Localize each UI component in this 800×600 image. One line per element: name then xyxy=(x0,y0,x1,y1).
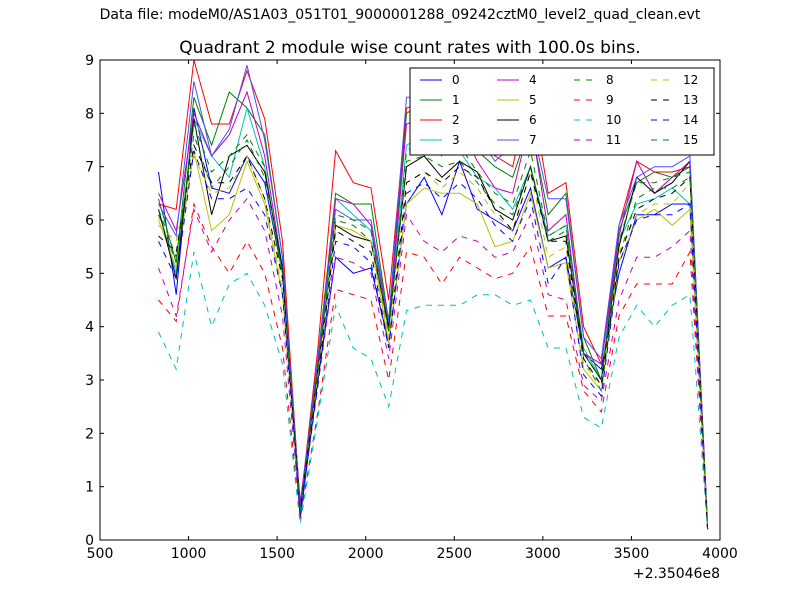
legend-label-10: 10 xyxy=(606,113,621,127)
x-tick-label: 3000 xyxy=(525,546,561,562)
series-line-12 xyxy=(158,154,709,530)
y-tick-label: 4 xyxy=(85,320,94,336)
series-line-14 xyxy=(158,150,709,530)
y-tick-label: 1 xyxy=(85,480,94,496)
axes-frame xyxy=(99,59,721,541)
series-line-3 xyxy=(158,106,709,530)
legend-label-8: 8 xyxy=(606,73,614,87)
series-line-11 xyxy=(158,197,709,530)
series-line-10 xyxy=(158,251,709,530)
legend-label-15: 15 xyxy=(683,133,698,147)
legend-label-1: 1 xyxy=(452,93,460,107)
x-tick-label: 2500 xyxy=(436,546,472,562)
legend-label-5: 5 xyxy=(529,93,537,107)
legend-label-4: 4 xyxy=(529,73,537,87)
legend-label-6: 6 xyxy=(529,113,537,127)
legend-label-7: 7 xyxy=(529,133,537,147)
x-axis-offset-label: +2.35046e8 xyxy=(633,566,720,582)
legend-label-13: 13 xyxy=(683,93,698,107)
series-line-9 xyxy=(158,202,709,530)
series-line-5 xyxy=(158,150,709,530)
y-tick-label: 5 xyxy=(85,266,94,282)
y-tick-label: 7 xyxy=(85,160,94,176)
series-line-13 xyxy=(158,143,709,530)
legend-label-2: 2 xyxy=(452,113,460,127)
series-line-6 xyxy=(158,118,709,530)
legend-label-11: 11 xyxy=(606,133,621,147)
x-tick-label: 2000 xyxy=(348,546,384,562)
series-line-0 xyxy=(158,107,709,530)
y-tick-label: 8 xyxy=(85,106,94,122)
figure-suptitle: Data file: modeM0/AS1A03_051T01_90000012… xyxy=(99,7,701,23)
series-line-1 xyxy=(158,91,709,530)
y-tick-label: 3 xyxy=(85,373,94,389)
y-tick-label: 9 xyxy=(85,53,94,69)
legend-label-14: 14 xyxy=(683,113,698,127)
x-tick-label: 4000 xyxy=(702,546,738,562)
legend-label-12: 12 xyxy=(683,73,698,87)
x-tick-label: 500 xyxy=(87,546,114,562)
y-tick-label: 6 xyxy=(85,213,94,229)
series-line-4 xyxy=(158,90,709,525)
series-line-8 xyxy=(158,134,709,530)
x-tick-label: 1500 xyxy=(259,546,295,562)
x-tick-label: 3500 xyxy=(614,546,650,562)
legend-label-9: 9 xyxy=(606,93,614,107)
y-tick-label: 2 xyxy=(85,426,94,442)
legend-label-3: 3 xyxy=(452,133,460,147)
legend-label-0: 0 xyxy=(452,73,460,87)
axis-ticks: 500 1000 1500 2000 2500 3000 3500 4000012345678… xyxy=(85,53,738,562)
y-tick-label: 0 xyxy=(85,533,94,549)
x-tick-label: 1000 xyxy=(171,546,207,562)
chart-title: Quadrant 2 module wise count rates with … xyxy=(179,38,640,58)
